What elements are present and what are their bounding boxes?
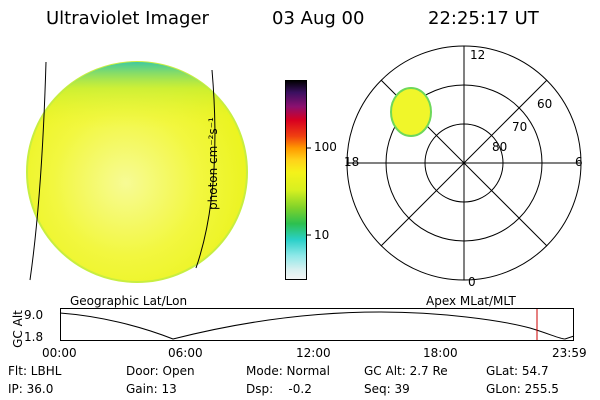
uv-image xyxy=(26,61,248,283)
colorbar-unit-label: photon cm⁻²s⁻¹ xyxy=(206,117,220,210)
lat-label-80: 80 xyxy=(492,140,508,154)
mlt-label-6: 6 xyxy=(575,155,583,169)
gain-info: Gain: 13 xyxy=(126,382,177,396)
altitude-plot xyxy=(59,308,575,341)
altitude-ymin: 1.8 xyxy=(24,330,44,344)
glat-info: GLat: 54.7 xyxy=(486,364,549,378)
filter-info: Flt: LBHL xyxy=(8,364,62,378)
mode-info: Mode: Normal xyxy=(246,364,330,378)
glon-info: GLon: 255.5 xyxy=(486,382,559,396)
lat-label-60: 60 xyxy=(537,97,553,111)
altitude-curve xyxy=(59,311,575,340)
time-tick-1800: 18:00 xyxy=(423,346,458,360)
date-label: 03 Aug 00 xyxy=(272,8,365,29)
mlt-label-18: 18 xyxy=(344,155,360,169)
mlt-label-0: 0 xyxy=(468,275,476,289)
geographic-label: Geographic Lat/Lon xyxy=(70,294,188,308)
color-bar xyxy=(285,80,311,280)
lat-label-70: 70 xyxy=(512,120,528,134)
time-tick-2359: 23:59 xyxy=(552,346,587,360)
time-tick-0600: 06:00 xyxy=(168,346,203,360)
gc-alt-info: GC Alt: 2.7 Re xyxy=(364,364,448,378)
longitude-line-east xyxy=(195,69,216,269)
auroral-patch xyxy=(390,87,432,137)
altitude-ylabel: GC Alt xyxy=(11,310,25,348)
mlt-label-12: 12 xyxy=(470,48,486,62)
longitude-line-west xyxy=(29,61,47,281)
polar-plot xyxy=(346,45,582,281)
apex-label: Apex MLat/MLT xyxy=(426,294,516,308)
door-info: Door: Open xyxy=(126,364,195,378)
seq-info: Seq: 39 xyxy=(364,382,410,396)
ip-info: IP: 36.0 xyxy=(8,382,54,396)
altitude-ymax: 9.0 xyxy=(24,308,44,322)
earth-dayside-limb xyxy=(27,62,247,282)
dsp-info: Dsp: -0.2 xyxy=(246,382,312,396)
colorbar-tick-100: 100 xyxy=(314,140,337,154)
time-label: 22:25:17 UT xyxy=(428,8,539,29)
time-tick-0000: 00:00 xyxy=(42,346,77,360)
colorbar-tick-10: 10 xyxy=(314,228,330,242)
app-title: Ultraviolet Imager xyxy=(46,8,209,29)
time-tick-1200: 12:00 xyxy=(296,346,331,360)
